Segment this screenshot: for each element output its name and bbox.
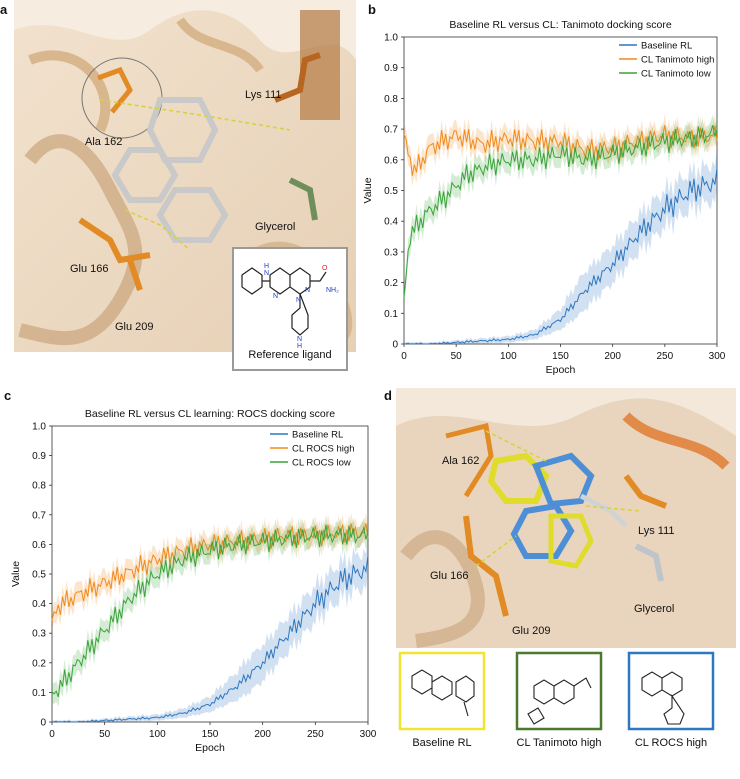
- x-tick-label: 100: [500, 351, 517, 362]
- series-line-1: [403, 124, 718, 176]
- legend-label-2: CL Tanimoto low: [641, 69, 711, 80]
- x-tick-label: 50: [451, 351, 463, 362]
- x-tick-label: 150: [202, 729, 219, 740]
- x-tick-label: 0: [49, 729, 55, 740]
- panel-c: c Baseline RL versus CL learning: ROCS d…: [0, 386, 377, 774]
- x-tick-label: 150: [552, 351, 569, 362]
- residue-d-glycerol: Glycerol: [634, 603, 674, 615]
- series-line-2: [403, 125, 718, 298]
- legend-label-0: Baseline RL: [641, 41, 692, 52]
- inset-atom-nh2: NH₂: [326, 287, 339, 294]
- y-tick-label: 0.4: [32, 599, 46, 610]
- chart-c: Baseline RL versus CL learning: ROCS doc…: [10, 408, 377, 754]
- chart-title: Baseline RL versus CL: Tanimoto docking …: [449, 19, 672, 31]
- inset-caption-baseline-rl: Baseline RL: [412, 737, 471, 749]
- x-tick-label: 50: [99, 729, 111, 740]
- y-tick-label: 0.1: [32, 688, 46, 699]
- residue-d-lys111: Lys 111: [638, 525, 675, 537]
- inset-atom-n5: N: [297, 336, 302, 343]
- x-tick-label: 250: [656, 351, 673, 362]
- series-band-1: [52, 512, 368, 631]
- chart-b: Baseline RL versus CL: Tanimoto docking …: [362, 19, 726, 376]
- series-line-2: [51, 524, 369, 698]
- x-tick-label: 300: [360, 729, 376, 740]
- y-tick-label: 0.8: [384, 94, 398, 105]
- y-tick-label: 0.3: [32, 629, 46, 640]
- y-tick-label: 0.7: [384, 125, 398, 136]
- inset-atom-n2: N: [273, 293, 278, 300]
- y-tick-label: 0.1: [384, 309, 398, 320]
- inset-caption-cl-rocs-high: CL ROCS high: [635, 737, 707, 749]
- x-tick-label: 200: [604, 351, 621, 362]
- reference-ligand-caption: Reference ligand: [248, 349, 331, 361]
- x-tick-label: 250: [307, 729, 324, 740]
- y-tick-label: 1.0: [32, 422, 46, 433]
- series-line-0: [51, 555, 369, 723]
- residue-lys111: Lys 111: [245, 89, 282, 101]
- x-axis-label: Epoch: [195, 742, 225, 754]
- y-tick-label: 1.0: [384, 33, 398, 44]
- inset-atom-n3: N: [305, 287, 310, 294]
- y-tick-label: 0.5: [384, 186, 398, 197]
- residue-glu209: Glu 209: [115, 321, 154, 333]
- legend-label-1: CL ROCS high: [292, 444, 354, 455]
- series-line-1: [51, 523, 369, 621]
- panel-b: b Baseline RL versus CL: Tanimoto dockin…: [362, 0, 740, 386]
- x-tick-label: 200: [254, 729, 271, 740]
- panel-a-structure: Ala 162 Lys 111 Glycerol Glu 166 Glu 209…: [14, 0, 356, 371]
- inset-atom-o: O: [322, 265, 328, 272]
- chart-title: Baseline RL versus CL learning: ROCS doc…: [85, 408, 335, 420]
- reference-ligand-inset: N H N N N O NH₂ N H Reference ligand: [232, 247, 348, 371]
- inset-cl-tanimoto-high: [515, 651, 603, 731]
- inset-caption-cl-tanimoto-high: CL Tanimoto high: [517, 737, 602, 749]
- y-tick-label: 0.3: [384, 247, 398, 258]
- residue-glu166: Glu 166: [70, 263, 109, 275]
- legend-label-2: CL ROCS low: [292, 458, 351, 469]
- panel-label-c: c: [4, 388, 12, 403]
- series-line-0: [403, 168, 718, 345]
- residue-d-glu166: Glu 166: [430, 570, 469, 582]
- panel-d: d Ala 162 Lys 111 Glu 166 Glu 209 Glycer…: [376, 386, 740, 774]
- y-tick-label: 0.4: [384, 217, 398, 228]
- inset-atom-n1: N: [264, 270, 269, 277]
- plot-frame: [51, 425, 369, 723]
- y-axis-label: Value: [10, 561, 22, 587]
- y-tick-label: 0.2: [384, 278, 398, 289]
- x-tick-label: 100: [149, 729, 166, 740]
- inset-atom-n4: N: [296, 297, 301, 304]
- residue-ala162: Ala 162: [85, 136, 122, 148]
- series-band-1: [404, 114, 717, 187]
- x-tick-label: 300: [709, 351, 726, 362]
- y-tick-label: 0.6: [32, 540, 46, 551]
- residue-d-ala162: Ala 162: [442, 455, 479, 467]
- inset-cl-rocs-high: [627, 651, 715, 731]
- inset-atom-h1: H: [264, 263, 269, 270]
- y-tick-label: 0.9: [32, 451, 46, 462]
- panel-label-a: a: [0, 2, 8, 17]
- panel-d-structure: Ala 162 Lys 111 Glu 166 Glu 209 Glycerol…: [396, 388, 736, 749]
- residue-glycerol: Glycerol: [255, 221, 295, 233]
- inset-baseline-rl: [398, 651, 486, 731]
- legend-label-0: Baseline RL: [292, 430, 343, 441]
- x-axis-label: Epoch: [546, 364, 576, 376]
- inset-atom-h2: H: [297, 343, 302, 350]
- panel-a: Ala 162 Lys 111 Glycerol Glu 166 Glu 209…: [0, 0, 362, 372]
- y-axis-label: Value: [362, 177, 374, 203]
- series-band-2: [404, 114, 717, 309]
- y-tick-label: 0.7: [32, 510, 46, 521]
- y-tick-label: 0: [40, 718, 46, 729]
- y-tick-label: 0: [392, 340, 398, 351]
- panel-label-d: d: [384, 388, 392, 403]
- y-tick-label: 0.6: [384, 155, 398, 166]
- series-band-0: [52, 537, 368, 722]
- y-tick-label: 0.9: [384, 63, 398, 74]
- panel-label-b: b: [368, 2, 376, 17]
- y-tick-label: 0.2: [32, 658, 46, 669]
- legend-label-1: CL Tanimoto high: [641, 55, 714, 66]
- x-tick-label: 0: [401, 351, 407, 362]
- y-tick-label: 0.8: [32, 481, 46, 492]
- y-tick-label: 0.5: [32, 570, 46, 581]
- residue-d-glu209: Glu 209: [512, 625, 551, 637]
